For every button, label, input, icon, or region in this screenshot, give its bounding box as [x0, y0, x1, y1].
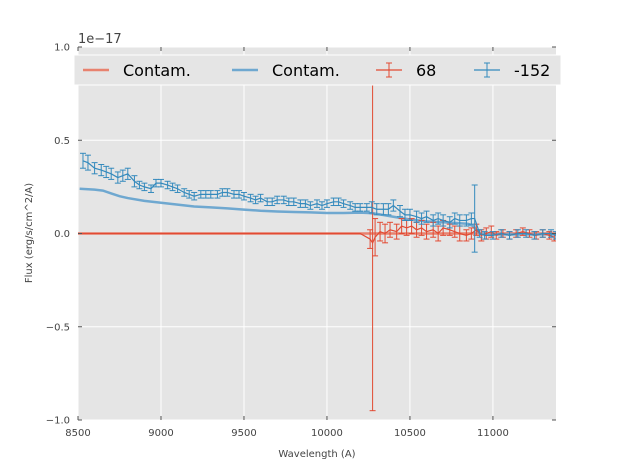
x-axis-label: Wavelength (A) [278, 449, 355, 460]
legend-label: Contam. [272, 61, 340, 80]
x-tick-label: 10000 [311, 428, 343, 439]
x-tick-label: 11000 [477, 428, 509, 439]
y-tick-label: 0.5 [54, 136, 70, 147]
legend: Contam. Contam. 68 -152 [73, 54, 562, 86]
legend-box [73, 54, 562, 86]
y-axis-label: Flux (erg/s/cm^2/A) [24, 183, 35, 283]
plot-area [78, 74, 556, 412]
legend-item: Contam. [83, 61, 191, 80]
x-tick-label: 10500 [394, 428, 426, 439]
y-tick-label: −0.5 [46, 322, 70, 333]
y-offset-label: 1e−17 [78, 32, 122, 47]
legend-label: Contam. [123, 61, 191, 80]
x-tick-label: 9500 [231, 428, 256, 439]
legend-item: -152 [474, 61, 550, 80]
y-tick-label: 1.0 [54, 43, 70, 54]
series-line-1 [79, 187, 556, 236]
y-tick-label: −1.0 [46, 416, 70, 427]
legend-label: 68 [416, 61, 436, 80]
legend-item: Contam. [232, 61, 340, 80]
legend-item: 68 [376, 61, 436, 80]
x-tick-label: 8500 [65, 428, 90, 439]
axes: 8500 9000 9500 10000 10500 11000 −1.0 −0.5 0.0 0.… [46, 43, 556, 439]
legend-label: -152 [514, 61, 550, 80]
x-tick-label: 9000 [148, 428, 173, 439]
y-tick-label: 0.0 [54, 229, 70, 240]
series-layer [78, 74, 556, 412]
